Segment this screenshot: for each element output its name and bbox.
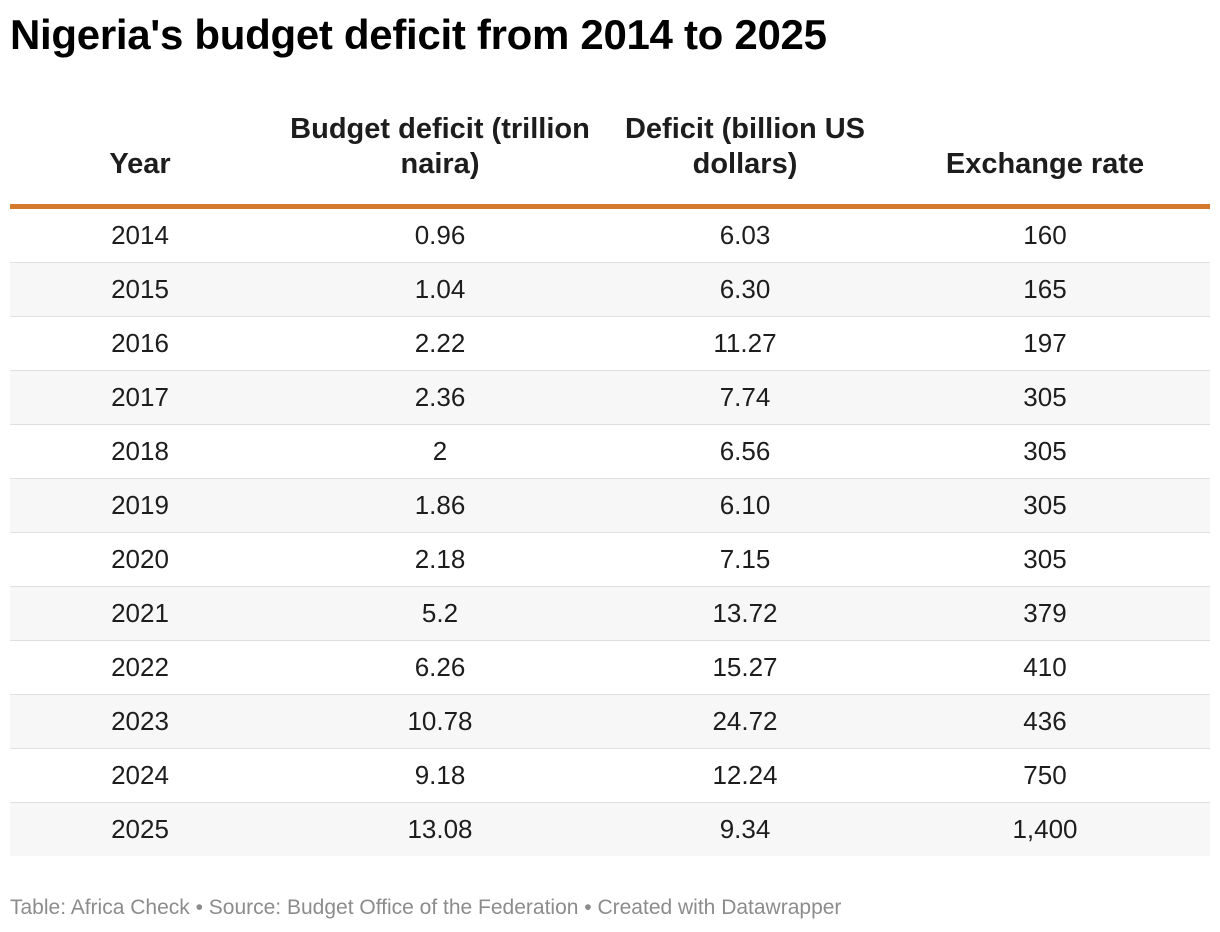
table-row: 2015 1.04 6.30 165: [10, 262, 1210, 317]
deficit-usd-cell: 9.34: [719, 814, 771, 844]
exchange-rate-cell: 436: [1023, 706, 1067, 736]
table-footer-credits: Table: Africa Check • Source: Budget Off…: [10, 896, 842, 919]
year-cell: 2020: [111, 544, 169, 574]
table-row: 2016 2.22 11.27 197: [10, 317, 1210, 371]
deficit-usd-cell: 6.03: [719, 220, 771, 250]
header-row: Year Budget deficit (trillion naira) Def…: [10, 112, 1210, 207]
table-row: 2023 10.78 24.72 436: [10, 694, 1210, 749]
exchange-rate-cell: 750: [1023, 760, 1067, 790]
year-cell: 2016: [111, 328, 169, 358]
data-table: Year Budget deficit (trillion naira) Def…: [10, 112, 1210, 856]
budget-deficit-cell: 0.96: [414, 220, 466, 250]
budget-deficit-cell: 10.78: [407, 706, 473, 736]
table-header: Year Budget deficit (trillion naira) Def…: [10, 112, 1210, 207]
table-row: 2014 0.96 6.03 160: [10, 207, 1210, 263]
exchange-rate-cell: 165: [1023, 274, 1067, 304]
deficit-usd-cell: 13.72: [712, 598, 778, 628]
deficit-usd-cell: 7.15: [719, 544, 771, 574]
year-cell: 2022: [111, 652, 169, 682]
year-cell: 2019: [111, 490, 169, 520]
year-cell: 2014: [111, 220, 169, 250]
table-row: 2021 5.2 13.72 379: [10, 586, 1210, 641]
year-cell: 2024: [111, 760, 169, 790]
exchange-rate-cell: 379: [1023, 598, 1067, 628]
table-row: 2018 2 6.56 305: [10, 425, 1210, 479]
budget-deficit-cell: 2.22: [414, 328, 466, 358]
year-cell: 2025: [111, 814, 169, 844]
table-body: 2014 0.96 6.03 160 2015 1.04 6.30 165 2016 2.22 11…: [10, 207, 1210, 856]
year-cell: 2017: [111, 382, 169, 412]
budget-deficit-cell: 9.18: [414, 760, 466, 790]
deficit-usd-cell: 12.24: [712, 760, 778, 790]
deficit-usd-cell: 7.74: [719, 382, 771, 412]
year-cell: 2015: [111, 274, 169, 304]
column-header-year[interactable]: Year: [109, 148, 171, 180]
deficit-usd-cell: 24.72: [712, 706, 778, 736]
exchange-rate-cell: 1,400: [1012, 814, 1078, 844]
year-cell: 2018: [111, 436, 169, 466]
table-row: 2017 2.36 7.74 305: [10, 370, 1210, 425]
column-header-budget-deficit[interactable]: Budget deficit (trillion naira): [290, 113, 590, 180]
exchange-rate-cell: 197: [1023, 328, 1067, 358]
budget-deficit-cell: 2: [432, 436, 448, 466]
exchange-rate-cell: 160: [1023, 220, 1067, 250]
chart-title: Nigeria's budget deficit from 2014 to 20…: [10, 11, 827, 58]
deficit-usd-cell: 6.56: [719, 436, 771, 466]
column-header-deficit-usd[interactable]: Deficit (billion US dollars): [624, 113, 866, 180]
deficit-usd-cell: 15.27: [712, 652, 778, 682]
table-row: 2025 13.08 9.34 1,400: [10, 802, 1210, 856]
exchange-rate-cell: 305: [1023, 382, 1067, 412]
exchange-rate-cell: 305: [1023, 544, 1067, 574]
deficit-usd-cell: 6.10: [719, 490, 771, 520]
deficit-usd-cell: 6.30: [719, 274, 771, 304]
budget-deficit-cell: 6.26: [414, 652, 466, 682]
exchange-rate-cell: 305: [1023, 490, 1067, 520]
table-row: 2022 6.26 15.27 410: [10, 641, 1210, 695]
exchange-rate-cell: 305: [1023, 436, 1067, 466]
budget-deficit-cell: 1.04: [414, 274, 466, 304]
data-table-container: Year Budget deficit (trillion naira) Def…: [10, 112, 1210, 856]
year-cell: 2021: [111, 598, 169, 628]
table-row: 2024 9.18 12.24 750: [10, 749, 1210, 803]
deficit-usd-cell: 11.27: [713, 328, 777, 358]
year-cell: 2023: [111, 706, 169, 736]
budget-deficit-cell: 2.36: [414, 382, 466, 412]
table-row: 2020 2.18 7.15 305: [10, 533, 1210, 587]
budget-deficit-cell: 5.2: [421, 598, 459, 628]
budget-deficit-cell: 13.08: [407, 814, 473, 844]
exchange-rate-cell: 410: [1023, 652, 1067, 682]
column-header-exchange-rate[interactable]: Exchange rate: [945, 148, 1145, 180]
budget-deficit-cell: 1.86: [414, 490, 466, 520]
table-row: 2019 1.86 6.10 305: [10, 478, 1210, 533]
budget-deficit-cell: 2.18: [414, 544, 466, 574]
